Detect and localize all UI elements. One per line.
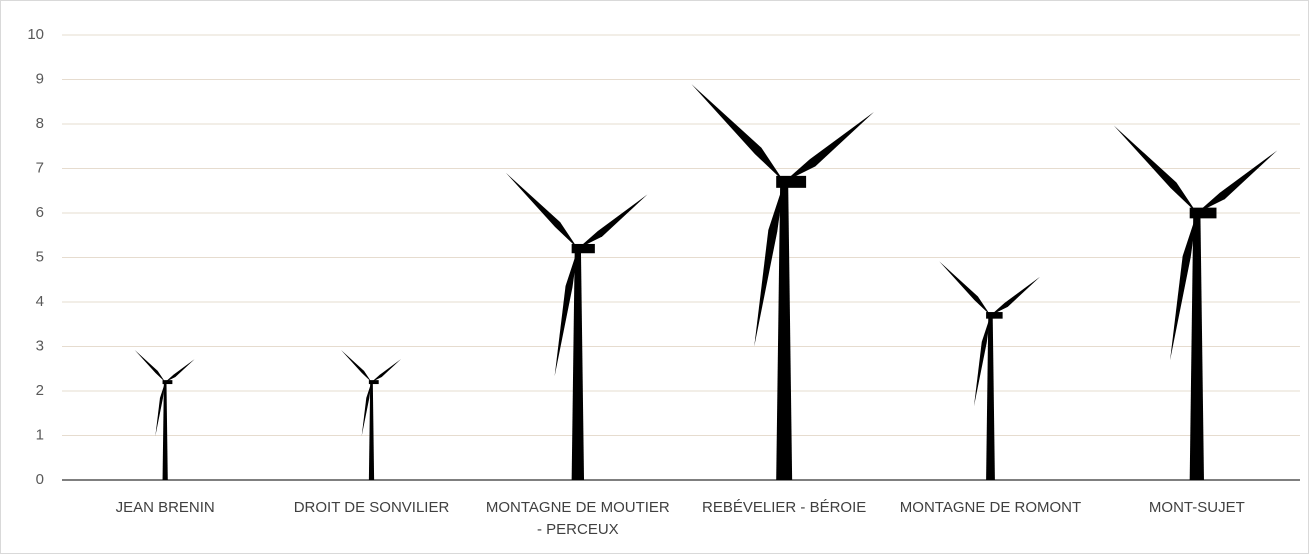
y-tick-label: 3 (36, 337, 44, 354)
turbine-hub (574, 245, 582, 253)
turbine-hub (164, 380, 167, 383)
y-tick-label: 2 (36, 382, 44, 399)
turbine-hub (370, 380, 373, 383)
y-tick-label: 1 (36, 426, 44, 443)
y-tick-label: 5 (36, 248, 44, 265)
y-tick-label: 7 (36, 159, 44, 176)
x-tick-label: REBÉVELIER - BÉROIE (689, 497, 879, 519)
turbine-hub (1192, 209, 1201, 218)
x-tick-label: MONTAGNE DE MOUTIER - PERCEUX (483, 497, 673, 541)
turbine-hub (779, 177, 789, 187)
chart: 0 1 2 3 4 5 6 7 8 9 10 (0, 0, 1309, 554)
chart-border (1, 1, 1309, 554)
y-tick-label: 6 (36, 204, 44, 221)
turbine-hub (988, 313, 994, 319)
x-tick-label: DROIT DE SONVILIER (277, 497, 467, 519)
y-tick-label: 0 (36, 471, 44, 488)
y-tick-label: 9 (36, 70, 44, 87)
y-tick-label: 10 (27, 26, 44, 43)
chart-container: 0 1 2 3 4 5 6 7 8 9 10 JEAN BRENIN DROIT DE SONVILI… (0, 0, 1309, 554)
x-tick-label: MONT-SUJET (1102, 497, 1292, 519)
x-tick-label: MONTAGNE DE ROMONT (896, 497, 1086, 519)
y-tick-label: 8 (36, 115, 44, 132)
y-tick-label: 4 (36, 293, 44, 310)
x-tick-label: JEAN BRENIN (70, 497, 260, 519)
